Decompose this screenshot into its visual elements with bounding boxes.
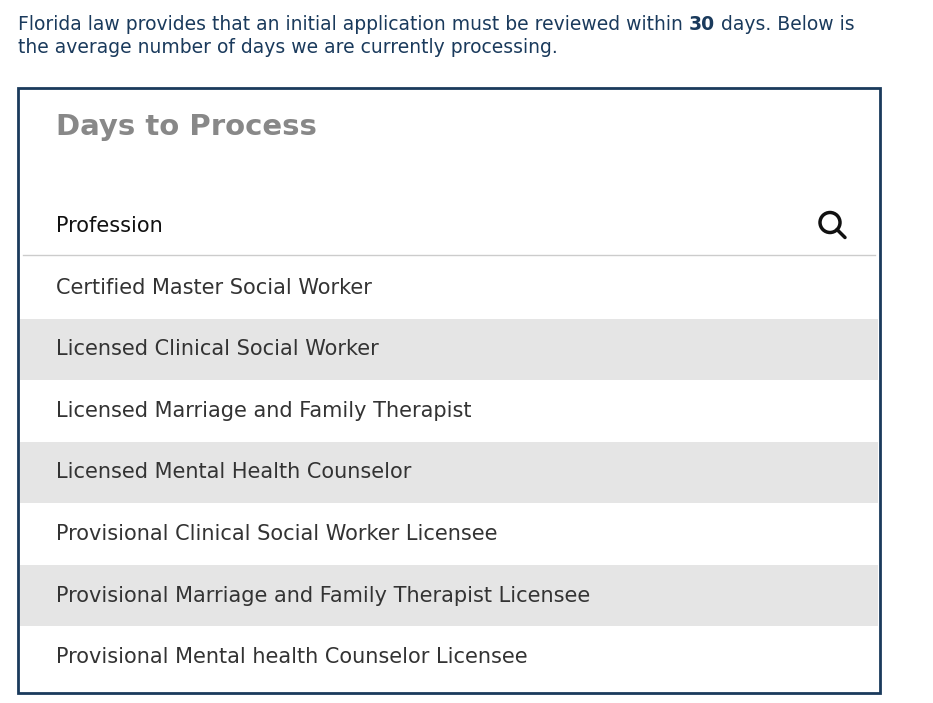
Text: the average number of days we are currently processing.: the average number of days we are curren… [18,38,558,57]
Bar [20,318,878,380]
Text: days. Below is: days. Below is [715,15,855,34]
Text: Provisional Clinical Social Worker Licensee: Provisional Clinical Social Worker Licen… [56,524,497,544]
Text: Provisional Mental health Counselor Licensee: Provisional Mental health Counselor Lice… [56,647,528,667]
Text: 30: 30 [689,15,715,34]
Bar [20,565,878,626]
Text: Licensed Clinical Social Worker: Licensed Clinical Social Worker [56,340,379,359]
Text: Profession: Profession [56,216,162,236]
Text: Licensed Mental Health Counselor: Licensed Mental Health Counselor [56,463,411,482]
Text: Certified Master Social Worker: Certified Master Social Worker [56,278,372,298]
Text: Licensed Marriage and Family Therapist: Licensed Marriage and Family Therapist [56,401,471,421]
Bar [20,257,878,318]
Text: Florida law provides that an initial application must be reviewed within: Florida law provides that an initial app… [18,15,689,34]
Text: Provisional Marriage and Family Therapist Licensee: Provisional Marriage and Family Therapis… [56,586,591,606]
Text: Days to Process: Days to Process [56,113,317,141]
Bar [20,626,878,688]
Bar [18,88,880,693]
Bar [20,380,878,441]
Bar [20,503,878,565]
Bar [20,441,878,503]
